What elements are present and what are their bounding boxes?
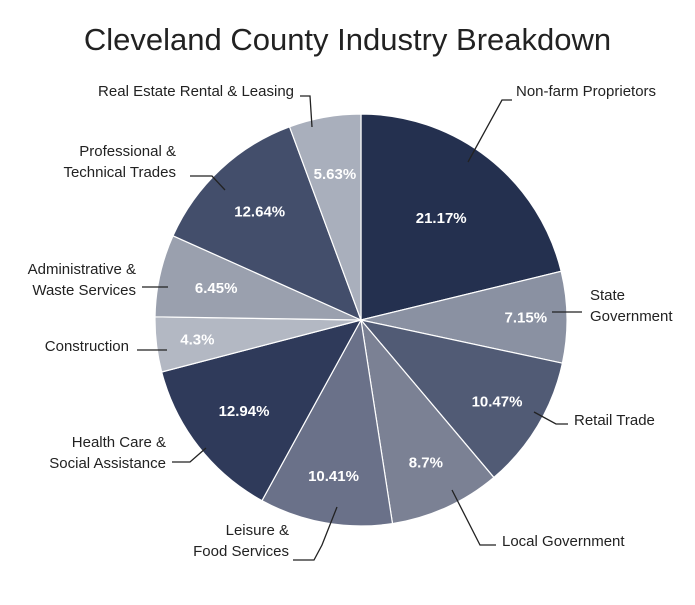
leader-line — [300, 95, 313, 128]
slice-category-label: Government — [590, 308, 673, 325]
pie-slice — [288, 113, 362, 321]
slice-category-label: Food Services — [193, 543, 289, 560]
slice-value-label: 4.3% — [180, 332, 214, 349]
pie-slice — [172, 126, 363, 322]
slice-category-label: Non-farm Proprietors — [516, 83, 656, 100]
slice-value-label: 8.7% — [409, 455, 443, 472]
slice-category-label: Social Assistance — [49, 455, 166, 472]
slice-category-label: Waste Services — [32, 282, 136, 299]
pie-slice — [261, 318, 394, 527]
slice-category-label: Technical Trades — [63, 164, 176, 181]
slice-category-label: State — [590, 287, 625, 304]
pie-slice — [359, 319, 564, 479]
leader-line — [172, 447, 207, 463]
slice-value-label: 10.47% — [472, 394, 523, 411]
chart-title: Cleveland County Industry Breakdown — [83, 22, 612, 57]
pie-slice — [160, 319, 363, 502]
pie-slice — [360, 317, 495, 525]
slice-value-label: 12.94% — [219, 403, 270, 420]
leader-line — [451, 489, 496, 546]
slice-category-label: Professional & — [79, 143, 176, 160]
leader-line — [293, 506, 338, 561]
slice-value-label: 10.41% — [308, 468, 359, 485]
leader-line — [467, 99, 512, 163]
slice-category-label: Local Government — [502, 533, 625, 550]
slice-category-label: Real Estate Rental & Leasing — [98, 83, 294, 100]
pie-slice — [360, 113, 562, 321]
slice-category-label: Health Care & — [72, 434, 166, 451]
slice-value-label: 12.64% — [234, 204, 285, 221]
slice-category-label: Administrative & — [28, 261, 136, 278]
slice-value-label: 7.15% — [505, 310, 548, 327]
slice-category-label: Construction — [45, 338, 129, 355]
leader-line — [190, 175, 226, 191]
slice-value-label: 6.45% — [195, 280, 238, 297]
slice-value-label: 5.63% — [314, 166, 357, 183]
leader-line — [533, 411, 568, 425]
slice-value-label: 21.17% — [416, 210, 467, 227]
slice-category-label: Leisure & — [226, 522, 289, 539]
slice-category-label: Retail Trade — [574, 412, 655, 429]
